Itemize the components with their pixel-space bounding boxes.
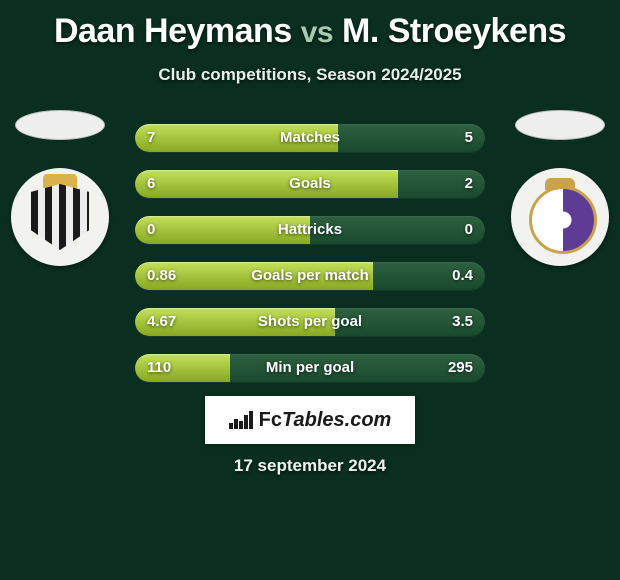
brand-text: FcTables.com <box>259 409 392 432</box>
subtitle: Club competitions, Season 2024/2025 <box>0 65 620 85</box>
stat-label: Min per goal <box>135 354 485 382</box>
stat-row: Matches7 5 <box>135 124 485 152</box>
stat-row: Goals6 2 <box>135 170 485 198</box>
stat-row: Shots per goal4.67 3.5 <box>135 308 485 336</box>
left-crest-icon <box>11 168 109 266</box>
stat-value-right: 3.5 <box>452 308 473 336</box>
stat-value-left: 4.67 <box>147 308 176 336</box>
stat-value-left: 6 <box>147 170 155 198</box>
stat-value-right: 0.4 <box>452 262 473 290</box>
brand-tables: Tables.com <box>282 409 391 431</box>
stat-value-right: 2 <box>465 170 473 198</box>
stat-label: Hattricks <box>135 216 485 244</box>
fctables-logo-icon <box>229 411 253 429</box>
right-badge-column <box>510 110 610 266</box>
stat-value-right: 5 <box>465 124 473 152</box>
stat-bars: Matches7 5 Goals6 2 Hattricks0 0 Goals per mat… <box>135 124 485 400</box>
stat-value-left: 110 <box>147 354 171 382</box>
stat-row: Min per goal110 295 <box>135 354 485 382</box>
stat-label: Matches <box>135 124 485 152</box>
stat-value-right: 295 <box>448 354 473 382</box>
stat-value-left: 0 <box>147 216 155 244</box>
stat-value-left: 0.86 <box>147 262 176 290</box>
stat-row: Goals per match0.86 0.4 <box>135 262 485 290</box>
vs-label: vs <box>301 16 333 49</box>
brand-fc: Fc <box>259 409 282 431</box>
date-label: 17 september 2024 <box>0 456 620 476</box>
left-badge-column <box>10 110 110 266</box>
player-b-name: M. Stroeykens <box>342 12 566 50</box>
brand-box: FcTables.com <box>205 396 415 444</box>
stat-label: Goals per match <box>135 262 485 290</box>
left-flag-icon <box>15 110 105 140</box>
right-flag-icon <box>515 110 605 140</box>
comparison-title: Daan Heymans vs M. Stroeykens <box>0 0 620 51</box>
stat-value-left: 7 <box>147 124 155 152</box>
stat-row: Hattricks0 0 <box>135 216 485 244</box>
right-crest-icon <box>511 168 609 266</box>
player-a-name: Daan Heymans <box>54 12 292 50</box>
stat-label: Goals <box>135 170 485 198</box>
stat-value-right: 0 <box>465 216 473 244</box>
stat-label: Shots per goal <box>135 308 485 336</box>
